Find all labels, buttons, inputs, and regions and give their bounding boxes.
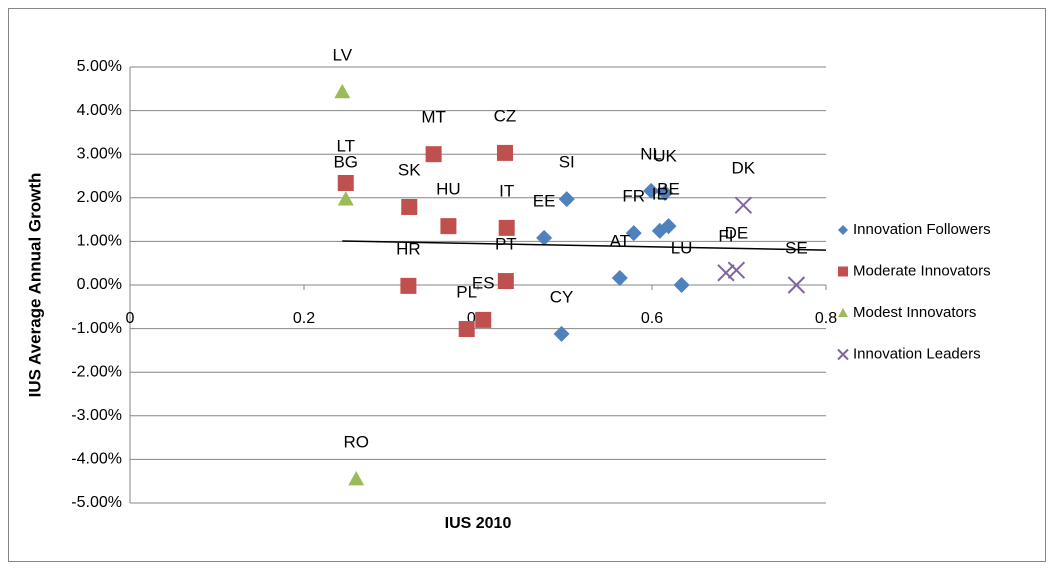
point bbox=[458, 321, 475, 338]
x-tick-label: 0.2 bbox=[293, 310, 315, 327]
data-label: DK bbox=[732, 159, 756, 178]
point bbox=[717, 264, 735, 282]
legend-marker bbox=[838, 308, 848, 317]
data-label: FI bbox=[718, 226, 733, 245]
y-tick-label: -3.00% bbox=[71, 407, 122, 424]
y-tick-label: -2.00% bbox=[71, 363, 122, 380]
y-tick-label: 0.00% bbox=[77, 276, 122, 293]
point bbox=[498, 219, 515, 236]
legend-label: Modest Innovators bbox=[853, 304, 976, 321]
point bbox=[337, 191, 354, 206]
point bbox=[657, 185, 674, 202]
point bbox=[496, 144, 513, 161]
point bbox=[611, 270, 628, 287]
legend-label: Moderate Innovators bbox=[853, 262, 991, 279]
data-label: CZ bbox=[494, 106, 517, 125]
data-label: FR bbox=[622, 187, 645, 206]
x-tick-label: 0.8 bbox=[815, 310, 837, 327]
data-label: DE bbox=[725, 224, 749, 243]
point bbox=[401, 198, 418, 215]
legend-marker bbox=[838, 266, 848, 277]
data-label: SE bbox=[785, 238, 808, 257]
point bbox=[334, 83, 351, 99]
y-tick-label: 4.00% bbox=[77, 102, 122, 119]
y-tick-label: -5.00% bbox=[71, 494, 122, 511]
data-label: IT bbox=[499, 181, 514, 200]
point bbox=[337, 174, 354, 191]
point bbox=[734, 196, 753, 214]
point bbox=[558, 191, 575, 208]
x-tick-label: 0 bbox=[126, 310, 135, 327]
y-tick-label: 2.00% bbox=[77, 189, 122, 206]
legend-marker bbox=[837, 348, 849, 361]
y-tick-label: 1.00% bbox=[77, 233, 122, 250]
point bbox=[348, 471, 365, 486]
x-tick-label: 0.6 bbox=[641, 310, 663, 327]
data-label: EE bbox=[533, 191, 556, 210]
y-tick-label: -4.00% bbox=[71, 451, 122, 468]
data-label: HR bbox=[396, 239, 421, 258]
data-label: HU bbox=[436, 180, 461, 199]
data-label: LV bbox=[333, 45, 353, 64]
trendline bbox=[342, 240, 827, 251]
legend-label: Innovation Followers bbox=[853, 221, 991, 238]
point bbox=[660, 218, 677, 235]
data-label: BG bbox=[333, 153, 358, 172]
point bbox=[673, 277, 690, 293]
x-axis-title: IUS 2010 bbox=[445, 515, 512, 532]
point bbox=[536, 229, 553, 246]
point bbox=[425, 146, 442, 163]
point bbox=[497, 273, 514, 290]
data-label: SI bbox=[559, 153, 575, 172]
data-label: LT bbox=[336, 136, 355, 155]
data-label: BE bbox=[657, 180, 680, 199]
data-label: RO bbox=[343, 433, 369, 452]
data-label: AT bbox=[610, 232, 630, 251]
point bbox=[625, 225, 642, 242]
point bbox=[787, 276, 806, 294]
data-label: IE bbox=[652, 184, 668, 203]
data-label: ES bbox=[472, 273, 495, 292]
y-tick-label: 5.00% bbox=[77, 58, 122, 75]
data-label: SK bbox=[398, 160, 421, 179]
point bbox=[553, 325, 570, 342]
point bbox=[475, 311, 492, 328]
data-label: PL bbox=[456, 283, 477, 302]
data-label: NL bbox=[640, 144, 662, 163]
data-label: UK bbox=[653, 146, 677, 165]
y-tick-label: 3.00% bbox=[77, 145, 122, 162]
point bbox=[727, 261, 746, 279]
point bbox=[440, 218, 457, 235]
legend-label: Innovation Leaders bbox=[853, 345, 981, 362]
point bbox=[643, 182, 660, 199]
y-axis-title: IUS Average Annual Growth bbox=[25, 173, 44, 398]
point bbox=[400, 277, 417, 294]
y-tick-label: -1.00% bbox=[71, 320, 122, 337]
legend-marker bbox=[838, 225, 848, 235]
data-label: CY bbox=[550, 287, 574, 306]
data-label: MT bbox=[421, 108, 446, 127]
